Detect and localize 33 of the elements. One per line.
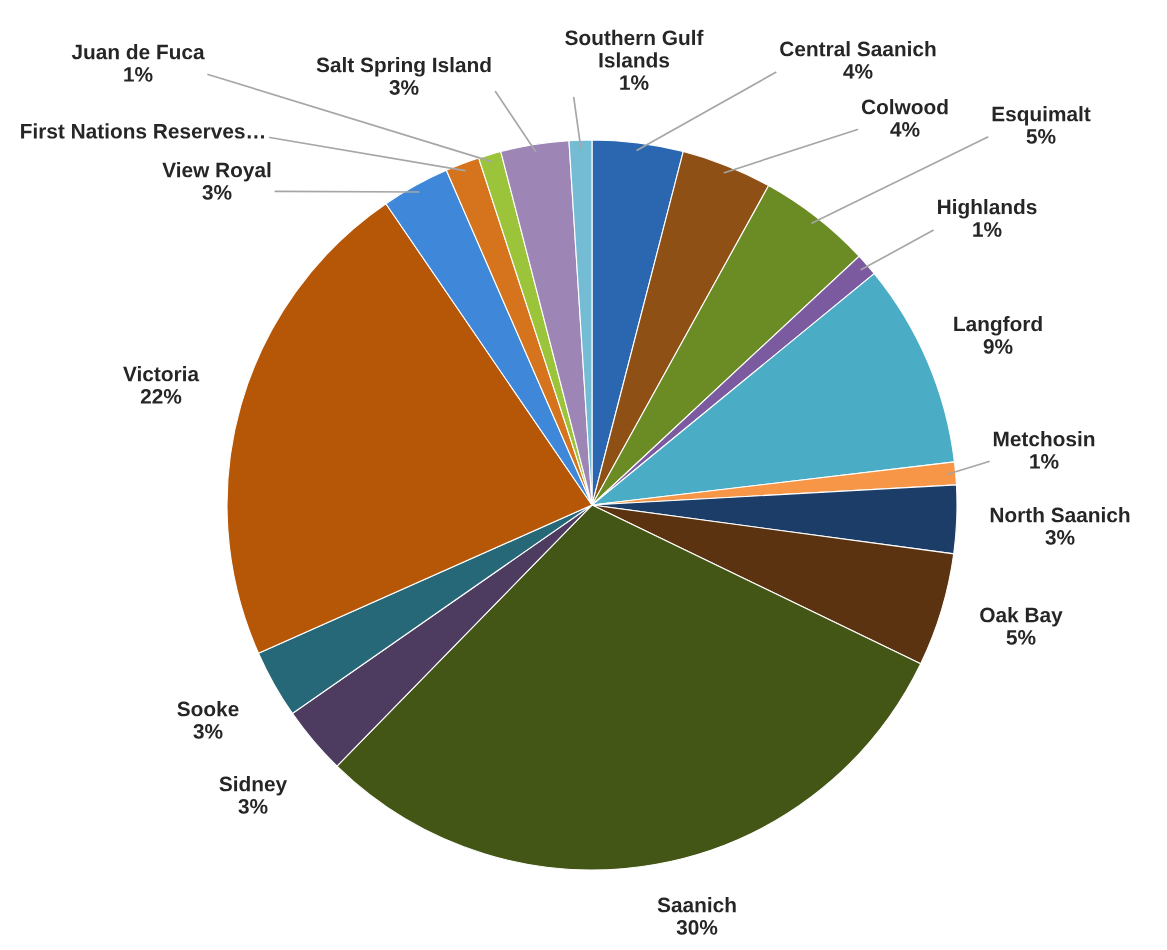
slice-label: Central Saanich: [780, 41, 936, 57]
data-label: 30%: [676, 920, 718, 935]
slice-label: Esquimalt: [992, 106, 1091, 126]
slice-label: Metchosin: [993, 431, 1095, 447]
data-label: 4%: [843, 64, 873, 79]
slice-label: Sooke: [177, 701, 239, 717]
data-label: 5%: [1026, 129, 1056, 144]
data-label: 1%: [620, 75, 649, 90]
slice-label: Highlands: [938, 199, 1037, 219]
slice-label: Langford: [954, 316, 1042, 336]
slice-label: North Saanich: [990, 507, 1130, 523]
data-label: 4%: [890, 122, 920, 137]
data-label: 3%: [1045, 530, 1075, 545]
slice-label: Salt Spring Island: [316, 57, 491, 77]
slice-label: First Nations Reserves…: [21, 123, 264, 139]
data-label: 3%: [193, 724, 223, 739]
slice-label: Saanich: [657, 897, 736, 913]
slice-label: Sidney: [219, 776, 288, 796]
data-label: 1%: [1030, 454, 1059, 469]
data-label: 3%: [238, 799, 268, 814]
data-label: 3%: [389, 80, 419, 95]
data-label: 22%: [140, 389, 182, 404]
slice-label: View Royal: [162, 162, 271, 182]
data-label: 1%: [124, 67, 153, 82]
data-label: 1%: [973, 222, 1002, 237]
slice-label: Oak Bay: [980, 607, 1063, 627]
slice-label: Victoria: [123, 366, 200, 382]
data-label: 9%: [983, 339, 1013, 354]
slice-label: Colwood: [861, 99, 948, 115]
data-label: 5%: [1006, 630, 1036, 645]
slice-label: Juan de Fuca: [71, 44, 205, 60]
slice-label: Southern Gulf Islands: [565, 29, 704, 68]
data-label: 3%: [202, 185, 232, 200]
